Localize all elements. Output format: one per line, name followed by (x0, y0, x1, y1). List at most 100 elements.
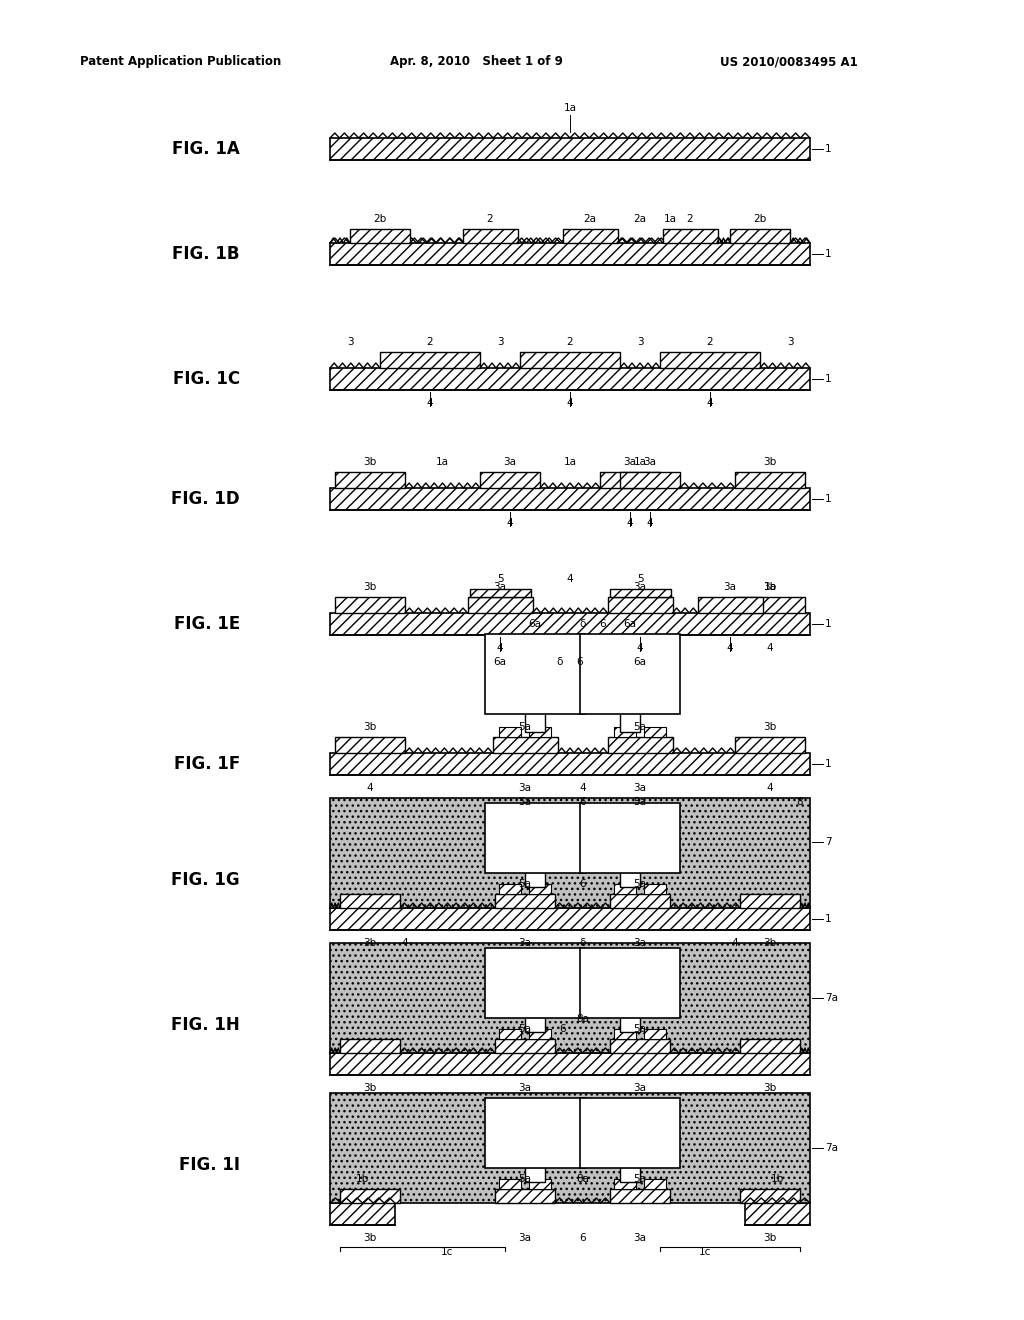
Bar (499, 884, 521, 894)
Text: δ: δ (557, 657, 563, 667)
Bar (620, 473, 680, 488)
Bar (600, 473, 660, 488)
Text: 3b: 3b (364, 1233, 377, 1243)
Bar (663, 228, 718, 243)
Text: 3b: 3b (763, 722, 776, 733)
Text: 8a: 8a (575, 1173, 589, 1184)
Bar (330, 752, 810, 775)
Bar (468, 597, 532, 612)
Text: 7a: 7a (825, 993, 838, 1003)
Bar (735, 597, 805, 612)
Text: 2b: 2b (754, 214, 767, 224)
Bar (620, 873, 640, 887)
Text: 4: 4 (627, 517, 633, 528)
Bar (485, 803, 585, 873)
Text: 1: 1 (825, 249, 831, 259)
Text: 5a: 5a (634, 1024, 646, 1034)
Text: 6: 6 (580, 879, 586, 888)
Bar (495, 1189, 555, 1203)
Text: 4: 4 (566, 574, 573, 583)
Text: δ: δ (580, 619, 586, 630)
Text: 3a: 3a (634, 1233, 646, 1243)
Bar (469, 589, 530, 597)
Text: 4: 4 (566, 399, 573, 408)
Bar (499, 1179, 521, 1189)
Bar (485, 634, 585, 714)
Text: 3a: 3a (634, 1082, 646, 1093)
Text: 1a: 1a (764, 582, 776, 591)
Bar (499, 727, 521, 737)
Text: 3b: 3b (763, 1082, 776, 1093)
Bar (525, 711, 545, 733)
Text: 3a: 3a (724, 582, 736, 591)
Bar (520, 352, 620, 368)
Bar (330, 942, 810, 1053)
Bar (493, 737, 557, 752)
Text: 6: 6 (559, 1024, 566, 1034)
Bar (485, 948, 585, 1018)
Text: 6: 6 (580, 1233, 586, 1243)
Text: 1a: 1a (436, 457, 449, 467)
Text: 2a: 2a (634, 214, 646, 224)
Text: 4: 4 (401, 939, 409, 948)
Text: FIG. 1A: FIG. 1A (172, 140, 240, 158)
Text: 4: 4 (497, 643, 504, 653)
Text: 3a: 3a (643, 457, 656, 467)
Text: 3b: 3b (763, 582, 776, 591)
Bar (525, 1016, 545, 1032)
Bar (735, 737, 805, 752)
Bar (609, 589, 671, 597)
Text: 4: 4 (427, 399, 433, 408)
Text: 1b: 1b (356, 1173, 369, 1184)
Text: FIG. 1C: FIG. 1C (173, 370, 240, 388)
Text: 6: 6 (599, 619, 606, 630)
Text: 2: 2 (427, 337, 433, 347)
Text: 4: 4 (767, 643, 773, 653)
Bar (495, 1039, 555, 1053)
Text: 1a: 1a (563, 457, 577, 467)
Bar (330, 799, 810, 908)
Bar (330, 243, 810, 265)
Text: 5: 5 (637, 574, 643, 583)
Bar (335, 597, 406, 612)
Text: 4: 4 (507, 517, 513, 528)
Text: 3a: 3a (518, 1233, 531, 1243)
Bar (580, 1098, 680, 1168)
Text: 3b: 3b (364, 457, 377, 467)
Text: 1: 1 (825, 759, 831, 770)
Bar (740, 894, 800, 908)
Text: 1b: 1b (771, 1173, 784, 1184)
Bar (350, 228, 410, 243)
Text: 1: 1 (825, 913, 831, 924)
Bar (340, 1039, 400, 1053)
Bar (485, 1098, 585, 1168)
Text: FIG. 1H: FIG. 1H (171, 1016, 240, 1034)
Bar (335, 473, 406, 488)
Text: 3a: 3a (634, 582, 646, 591)
Bar (495, 894, 555, 908)
Text: 4: 4 (732, 939, 738, 948)
Bar (614, 1179, 636, 1189)
Text: 5a: 5a (634, 797, 646, 807)
Bar (340, 894, 400, 908)
Bar (644, 727, 666, 737)
Bar (614, 884, 636, 894)
Text: FIG. 1I: FIG. 1I (179, 1156, 240, 1173)
Bar (614, 1030, 636, 1039)
Text: 3a: 3a (634, 939, 646, 948)
Text: 6: 6 (580, 797, 586, 807)
Text: 7a: 7a (825, 1143, 838, 1152)
Text: 2: 2 (486, 214, 494, 224)
Bar (499, 1030, 521, 1039)
Text: 2a: 2a (584, 214, 597, 224)
Text: FIG. 1E: FIG. 1E (174, 615, 240, 634)
Bar (580, 634, 680, 714)
Text: 2b: 2b (374, 214, 387, 224)
Bar (330, 1053, 810, 1074)
Bar (562, 228, 617, 243)
Text: 5a: 5a (518, 797, 531, 807)
Text: 3b: 3b (364, 582, 377, 591)
Text: 4: 4 (580, 783, 586, 793)
Bar (607, 737, 673, 752)
Text: 5a: 5a (518, 879, 531, 888)
